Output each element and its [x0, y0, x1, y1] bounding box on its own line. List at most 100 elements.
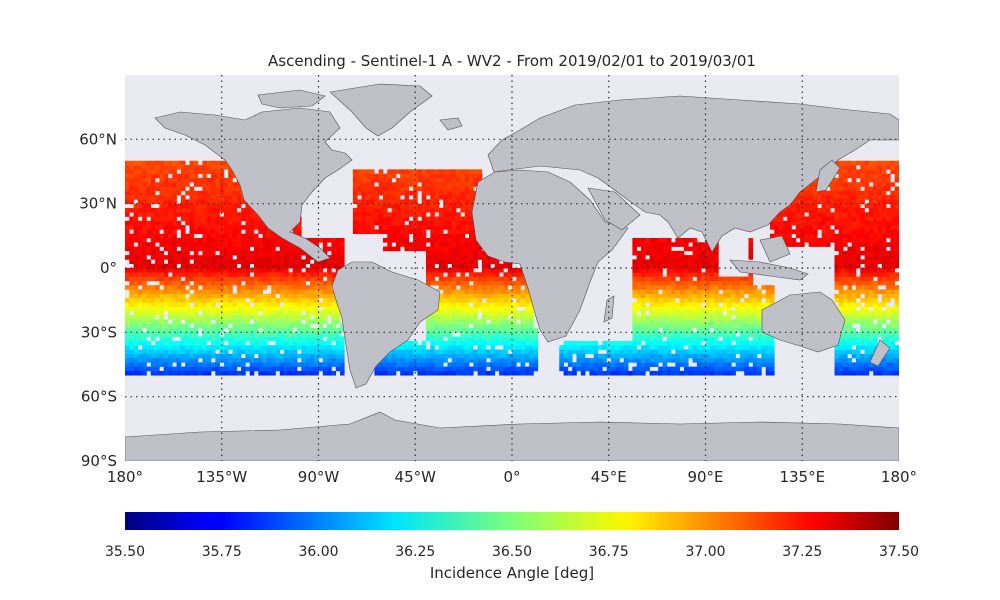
data-cell [322, 285, 328, 290]
data-cell [206, 225, 212, 230]
data-cell [744, 302, 749, 307]
data-cell [451, 268, 457, 273]
data-cell [413, 186, 418, 192]
data-cell [451, 345, 457, 350]
data-cell [125, 233, 130, 239]
data-cell [774, 225, 779, 230]
data-cell [258, 246, 263, 252]
data-cell [245, 216, 250, 222]
data-cell [524, 302, 530, 307]
data-cell [473, 289, 478, 295]
data-cell [168, 276, 173, 282]
data-cell [456, 195, 461, 200]
data-cell [133, 336, 139, 342]
data-cell [202, 233, 207, 239]
data-cell [395, 177, 401, 183]
data-cell [193, 268, 199, 273]
data-cell [245, 268, 250, 273]
data-cell [219, 190, 225, 196]
data-cell [387, 186, 392, 192]
data-cell [228, 182, 233, 187]
data-cell [791, 220, 797, 226]
data-cell [426, 199, 431, 204]
data-cell [623, 349, 629, 355]
data-cell [215, 345, 220, 350]
data-cell [838, 366, 844, 372]
data-cell [254, 233, 259, 239]
data-cell [808, 199, 814, 204]
data-cell [391, 173, 397, 179]
data-cell [378, 225, 384, 230]
data-cell [662, 259, 668, 265]
data-cell [847, 229, 852, 234]
data-cell [125, 237, 130, 243]
data-cell [868, 289, 874, 295]
data-cell [383, 203, 388, 209]
data-cell [520, 328, 526, 333]
data-cell [404, 173, 410, 179]
data-cell [198, 276, 203, 282]
data-cell [129, 358, 134, 363]
data-cell [395, 233, 401, 239]
data-cell [851, 160, 857, 166]
data-cell [305, 332, 311, 337]
data-cell [159, 298, 164, 303]
data-cell [456, 306, 461, 312]
data-cell [408, 366, 414, 372]
data-cell [727, 306, 732, 312]
data-cell [236, 293, 242, 299]
data-cell [451, 298, 457, 303]
data-cell [576, 349, 582, 355]
data-cell [400, 220, 405, 226]
data-cell [137, 315, 143, 320]
data-cell [163, 349, 169, 355]
data-cell [718, 280, 723, 286]
data-cell [159, 216, 164, 222]
data-cell [198, 212, 203, 217]
data-cell [692, 358, 698, 363]
data-cell [395, 366, 401, 372]
data-cell [176, 220, 182, 226]
data-cell [821, 225, 827, 230]
data-cell [675, 353, 680, 359]
data-cell [589, 366, 594, 372]
data-cell [228, 280, 233, 286]
data-cell [443, 173, 448, 179]
data-cell [211, 169, 216, 174]
data-cell [666, 250, 672, 256]
data-cell [727, 276, 732, 282]
data-cell [180, 212, 186, 217]
data-cell [383, 177, 388, 183]
data-cell [868, 362, 874, 367]
data-cell [464, 263, 470, 269]
data-cell [451, 173, 457, 179]
data-cell [125, 370, 130, 376]
data-cell [701, 285, 706, 290]
data-cell [168, 207, 173, 213]
data-cell [361, 195, 367, 200]
data-cell [486, 370, 491, 376]
data-cell [404, 177, 410, 183]
data-cell [400, 199, 405, 204]
data-cell [228, 220, 233, 226]
data-cell [490, 345, 496, 350]
data-cell [271, 259, 276, 265]
data-cell [387, 220, 392, 226]
data-cell [322, 349, 328, 355]
data-cell [254, 362, 259, 367]
data-cell [430, 280, 435, 286]
data-cell [193, 323, 199, 329]
data-cell [232, 263, 238, 269]
data-cell [146, 323, 152, 329]
data-cell [813, 207, 818, 213]
data-cell [817, 199, 822, 204]
data-cell [421, 177, 427, 183]
data-cell [383, 207, 388, 213]
data-cell [529, 358, 534, 363]
data-cell [361, 177, 367, 183]
data-cell [292, 349, 298, 355]
data-cell [168, 285, 173, 290]
data-cell [232, 345, 238, 350]
data-cell [490, 349, 496, 355]
data-cell [245, 220, 250, 226]
